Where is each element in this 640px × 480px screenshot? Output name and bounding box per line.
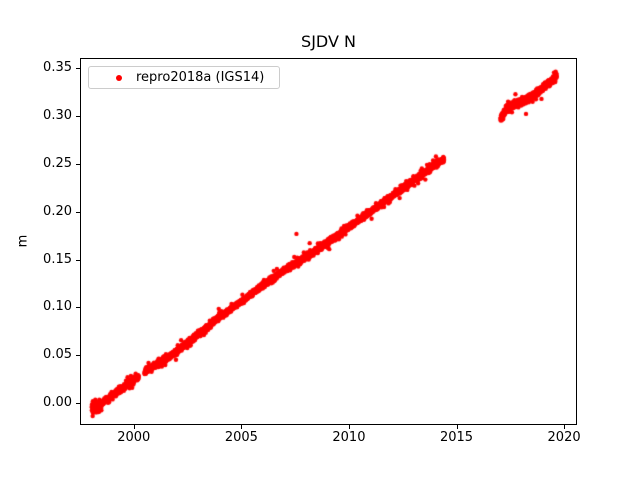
y-tick — [76, 403, 80, 405]
x-tick — [241, 425, 243, 429]
y-tick-label: 0.05 — [43, 347, 72, 363]
legend: repro2018a (IGS14) — [88, 66, 280, 89]
y-axis-label: m — [15, 234, 31, 248]
y-tick-label: 0.35 — [43, 60, 72, 76]
y-tick — [76, 355, 80, 357]
y-tick-label: 0.30 — [43, 107, 72, 123]
x-tick-label: 2000 — [117, 430, 151, 445]
x-tick-label: 2020 — [547, 430, 581, 445]
y-tick-label: 0.10 — [43, 299, 72, 315]
x-tick-label: 2005 — [224, 430, 258, 445]
y-tick — [76, 163, 80, 165]
x-tick — [564, 425, 566, 429]
x-tick — [456, 425, 458, 429]
y-tick-label: 0.25 — [43, 155, 72, 171]
y-tick-label: 0.15 — [43, 251, 72, 267]
scatter-canvas — [80, 58, 577, 425]
chart-title: SJDV N — [301, 32, 356, 51]
y-tick — [76, 68, 80, 70]
y-tick-label: 0.20 — [43, 203, 72, 219]
x-tick — [348, 425, 350, 429]
y-tick — [76, 115, 80, 117]
legend-marker-icon — [116, 74, 122, 81]
y-tick — [76, 307, 80, 309]
y-tick — [76, 259, 80, 261]
legend-label: repro2018a (IGS14) — [136, 70, 265, 85]
y-tick-label: 0.00 — [43, 395, 72, 411]
x-tick — [133, 425, 135, 429]
y-tick — [76, 211, 80, 213]
x-tick-label: 2015 — [439, 430, 474, 445]
x-tick-label: 2010 — [332, 430, 366, 445]
